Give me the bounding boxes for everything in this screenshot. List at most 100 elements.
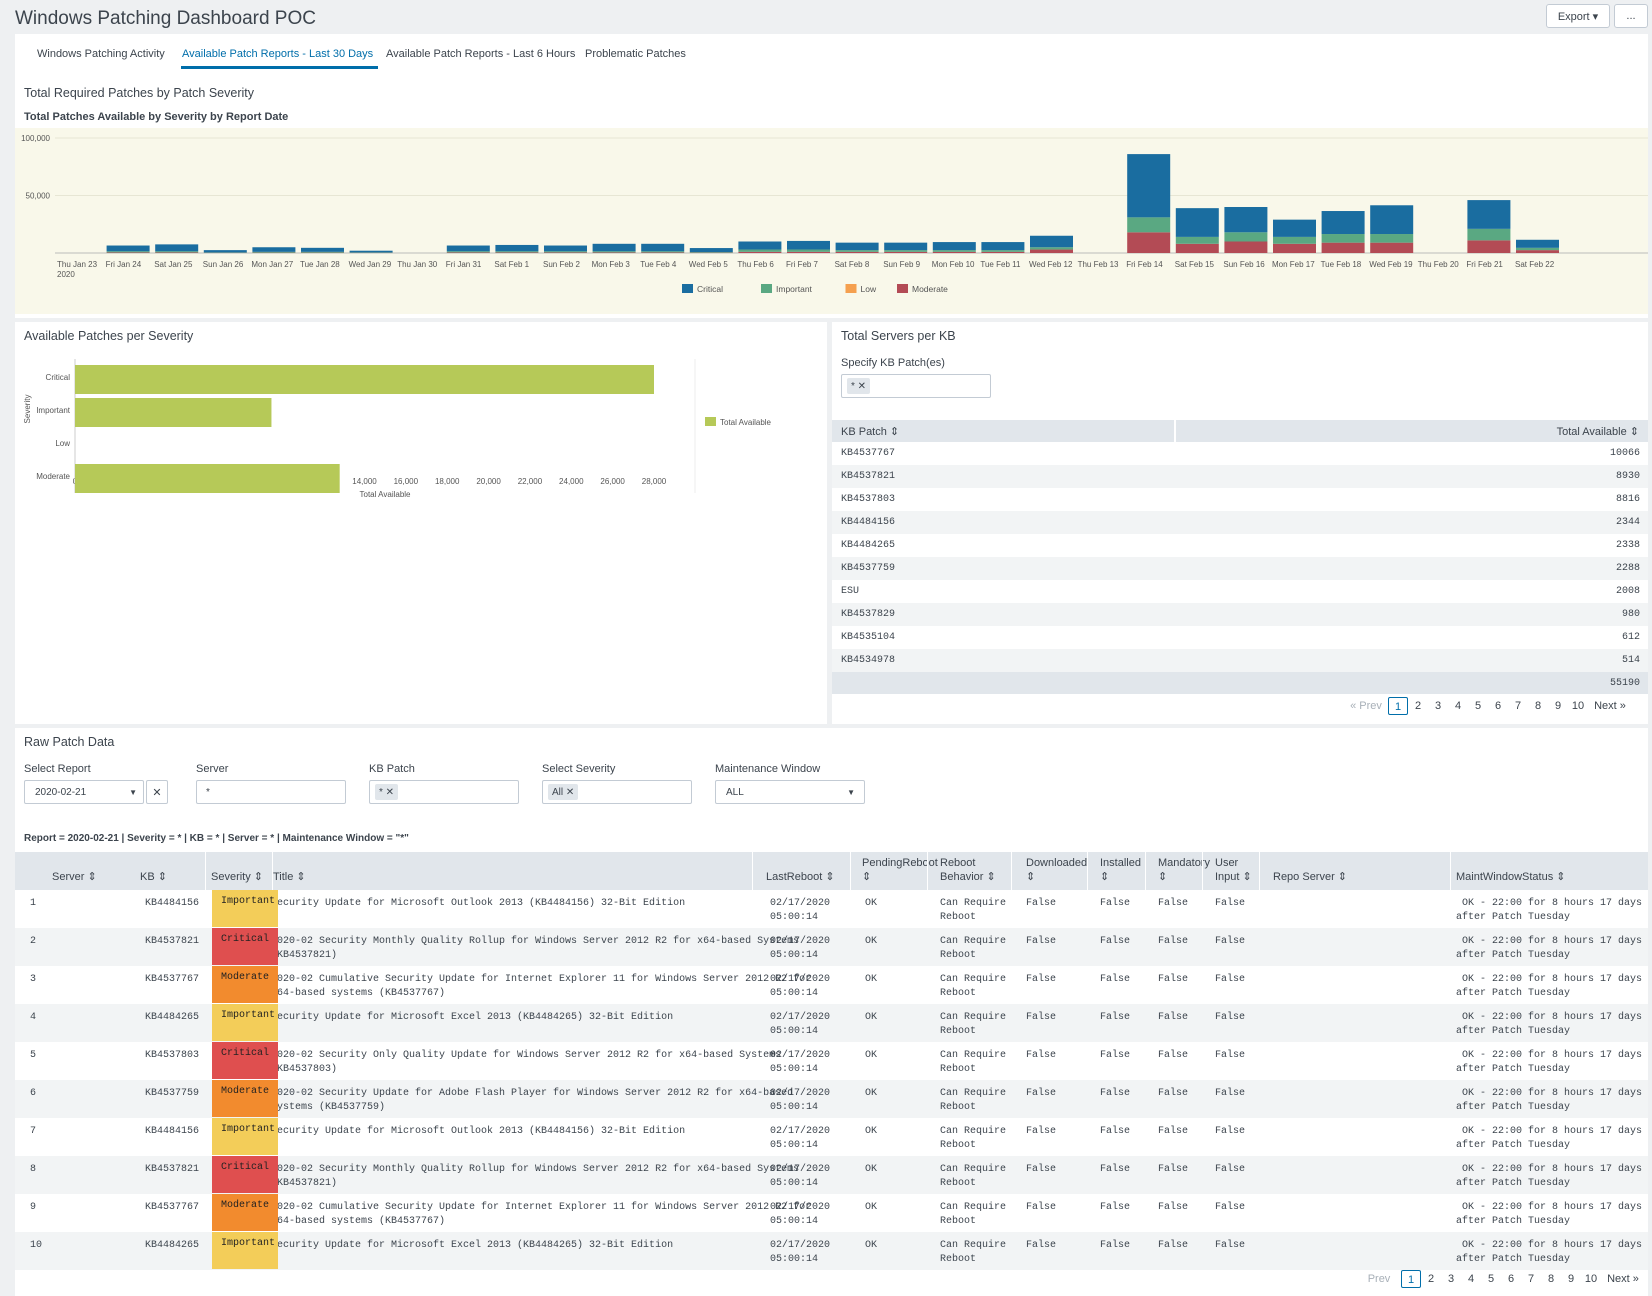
- mandatory-cell: False: [1158, 1088, 1189, 1099]
- maint-window-cell: OK - 22:00 for 8 hours 17 days after Pat…: [1456, 1202, 1643, 1227]
- page-2[interactable]: 2: [1414, 700, 1422, 712]
- table-row[interactable]: 1 KB4484156 Security Update for Microsoft …: [15, 890, 1648, 928]
- page-5[interactable]: 5: [1474, 700, 1482, 712]
- mw-select[interactable]: ALL ▼: [715, 780, 865, 804]
- prev-button[interactable]: « Prev: [1350, 700, 1382, 712]
- page-3[interactable]: 3: [1434, 700, 1442, 712]
- table-row[interactable]: 2 KB4537821 2020-02 Security Monthly Quali…: [15, 928, 1648, 966]
- raw-pagination: Prev 1 2 3 4 5 6 7 8 9 10 Next »: [1357, 1270, 1645, 1288]
- bar-critical: [1273, 219, 1316, 237]
- page-8[interactable]: 8: [1534, 700, 1542, 712]
- page-10[interactable]: 10: [1584, 1273, 1598, 1285]
- table-row[interactable]: ESU 2008: [832, 580, 1648, 603]
- page-7[interactable]: 7: [1514, 700, 1522, 712]
- column-header[interactable]: Repo Server ⇕: [1273, 871, 1348, 883]
- column-header[interactable]: Mandatory ⇕: [1158, 857, 1210, 883]
- table-row[interactable]: KB4537829 980: [832, 603, 1648, 626]
- page-1[interactable]: 1: [1388, 697, 1408, 715]
- severity-input[interactable]: All ✕: [542, 780, 692, 804]
- table-row[interactable]: KB4537803 8816: [832, 488, 1648, 511]
- kb-cell: KB4537803: [841, 494, 896, 505]
- table-row[interactable]: 5 KB4537803 2020-02 Security Only Quality …: [15, 1042, 1648, 1080]
- table-row[interactable]: KB4537821 8930: [832, 465, 1648, 488]
- prev-button[interactable]: Prev: [1367, 1273, 1391, 1285]
- table-row[interactable]: 9 KB4537767 2020-02 Cumulative Security Up…: [15, 1194, 1648, 1232]
- severity-badge: Moderate: [212, 1194, 278, 1231]
- legend-swatch-moderate: [897, 284, 908, 293]
- page-3[interactable]: 3: [1447, 1273, 1455, 1285]
- col-total-available[interactable]: Total Available ⇕: [1556, 426, 1639, 438]
- x-tick-label: Sun Feb 2: [543, 260, 580, 269]
- column-header[interactable]: KB ⇕: [140, 871, 167, 883]
- page-8[interactable]: 8: [1547, 1273, 1555, 1285]
- severity-chip[interactable]: All ✕: [548, 784, 579, 800]
- table-row[interactable]: 10 KB4484265 Security Update for Microsoft…: [15, 1232, 1648, 1270]
- column-header[interactable]: User Input ⇕: [1215, 857, 1252, 883]
- server-input[interactable]: *: [196, 780, 346, 804]
- bar-important: [544, 251, 587, 253]
- table-row[interactable]: KB4484156 2344: [832, 511, 1648, 534]
- tab-windows-patching-activity[interactable]: Windows Patching Activity: [37, 48, 165, 60]
- bar-important: [981, 250, 1025, 252]
- col-kb-patch[interactable]: KB Patch ⇕: [841, 426, 900, 438]
- bar-important: [1127, 217, 1171, 233]
- column-header[interactable]: Title ⇕: [273, 871, 306, 883]
- table-row[interactable]: KB4537767 10066: [832, 442, 1648, 465]
- column-header[interactable]: LastReboot ⇕: [766, 871, 835, 883]
- total-cell: 8816: [1615, 494, 1640, 505]
- tab-available-6-hours[interactable]: Available Patch Reports - Last 6 Hours: [386, 48, 576, 60]
- total-cell: 10066: [1609, 448, 1640, 459]
- column-header[interactable]: Downloaded ⇕: [1026, 857, 1088, 883]
- report-clear-button[interactable]: ✕: [146, 780, 168, 804]
- tab-available-30-days[interactable]: Available Patch Reports - Last 30 Days: [182, 48, 374, 60]
- total-cell: 612: [1621, 632, 1640, 643]
- table-row[interactable]: 3 KB4537767 2020-02 Cumulative Security Up…: [15, 966, 1648, 1004]
- bar-important: [1175, 236, 1219, 244]
- column-header[interactable]: Installed ⇕: [1100, 857, 1141, 883]
- x-tick-label: Mon Feb 3: [592, 260, 631, 269]
- kb-input[interactable]: * ✕: [369, 780, 519, 804]
- table-row[interactable]: KB4535104 612: [832, 626, 1648, 649]
- next-button[interactable]: Next »: [1607, 1273, 1639, 1285]
- kb-filter-input[interactable]: * ✕: [841, 374, 991, 398]
- bar-critical: [1467, 200, 1511, 229]
- page-10[interactable]: 10: [1571, 700, 1585, 712]
- tab-problematic-patches[interactable]: Problematic Patches: [585, 48, 686, 60]
- page-5[interactable]: 5: [1487, 1273, 1495, 1285]
- kb-filter-chip[interactable]: * ✕: [847, 378, 871, 394]
- column-header[interactable]: PendingReboot ⇕: [862, 857, 938, 883]
- page-4[interactable]: 4: [1454, 700, 1462, 712]
- page-4[interactable]: 4: [1467, 1273, 1475, 1285]
- next-button[interactable]: Next »: [1594, 700, 1626, 712]
- column-header[interactable]: Reboot Behavior ⇕: [940, 857, 996, 883]
- report-select[interactable]: 2020-02-21 ▼: [24, 780, 144, 804]
- column-header[interactable]: MaintWindowStatus ⇕: [1456, 871, 1566, 883]
- column-header[interactable]: Server ⇕: [52, 871, 97, 883]
- col-divider: [1450, 852, 1451, 890]
- table-row[interactable]: KB4534978 514: [832, 649, 1648, 672]
- total-cell: 514: [1621, 655, 1640, 666]
- table-row[interactable]: 4 KB4484265 Security Update for Microsoft …: [15, 1004, 1648, 1042]
- bar-critical: [544, 245, 587, 252]
- page-2[interactable]: 2: [1427, 1273, 1435, 1285]
- table-row[interactable]: KB4537759 2288: [832, 557, 1648, 580]
- page-9[interactable]: 9: [1554, 700, 1562, 712]
- page-6[interactable]: 6: [1507, 1273, 1515, 1285]
- pending-reboot-cell: OK: [865, 1202, 878, 1213]
- column-header[interactable]: Severity ⇕: [211, 871, 264, 883]
- reboot-behavior-cell: Can Require Reboot: [940, 898, 1007, 923]
- page-9[interactable]: 9: [1567, 1273, 1575, 1285]
- severity-badge: Important: [212, 1118, 278, 1155]
- bar-moderate: [544, 252, 587, 253]
- bar-critical: [1030, 235, 1073, 248]
- export-button[interactable]: Export ▾: [1546, 4, 1610, 28]
- page-7[interactable]: 7: [1527, 1273, 1535, 1285]
- table-row[interactable]: 8 KB4537821 2020-02 Security Monthly Quali…: [15, 1156, 1648, 1194]
- page-6[interactable]: 6: [1494, 700, 1502, 712]
- table-row[interactable]: 7 KB4484156 Security Update for Microsoft …: [15, 1118, 1648, 1156]
- table-row[interactable]: 6 KB4537759 2020-02 Security Update for Ad…: [15, 1080, 1648, 1118]
- more-button[interactable]: ...: [1614, 4, 1648, 28]
- kb-chip[interactable]: * ✕: [375, 784, 399, 800]
- table-row[interactable]: KB4484265 2338: [832, 534, 1648, 557]
- page-1[interactable]: 1: [1401, 1270, 1421, 1288]
